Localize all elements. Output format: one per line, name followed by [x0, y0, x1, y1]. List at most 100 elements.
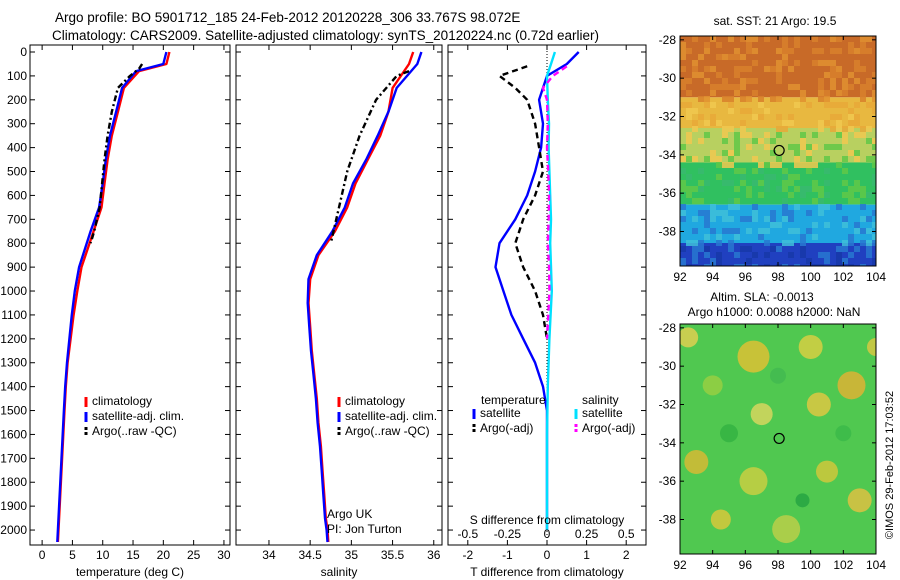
- sst-pixel: [704, 180, 710, 186]
- sst-pixel: [824, 120, 830, 126]
- sst-pixel: [866, 102, 872, 108]
- sst-pixel: [692, 72, 698, 78]
- sst-pixel: [734, 204, 740, 210]
- sst-pixel: [740, 54, 746, 60]
- sst-pixel: [866, 84, 872, 90]
- sst-pixel: [692, 198, 698, 204]
- sst-pixel: [686, 48, 692, 54]
- sla-blob: [798, 335, 823, 359]
- sla-blob: [816, 460, 838, 483]
- sst-pixel: [794, 264, 800, 266]
- sst-pixel: [698, 246, 704, 252]
- map-lat-label: -38: [659, 225, 677, 239]
- sst-pixel: [680, 48, 686, 54]
- sst-pixel: [722, 96, 728, 102]
- sst-pixel: [848, 240, 854, 246]
- sst-pixel: [812, 36, 818, 42]
- sst-pixel: [794, 156, 800, 162]
- sst-pixel: [746, 144, 752, 150]
- sst-pixel: [860, 132, 866, 138]
- sst-pixel: [818, 198, 824, 204]
- sst-pixel: [758, 192, 764, 198]
- sst-pixel: [860, 84, 866, 90]
- sst-pixel: [728, 228, 734, 234]
- sst-pixel: [782, 198, 788, 204]
- sst-pixel: [716, 84, 722, 90]
- sst-pixel: [836, 126, 842, 132]
- sst-pixel: [734, 186, 740, 192]
- sst-pixel: [752, 168, 758, 174]
- sst-pixel: [824, 96, 830, 102]
- sst-pixel: [698, 210, 704, 216]
- sst-pixel: [716, 240, 722, 246]
- sst-pixel: [728, 84, 734, 90]
- sst-pixel: [848, 42, 854, 48]
- sst-pixel: [758, 180, 764, 186]
- sst-pixel: [788, 240, 794, 246]
- sst-pixel: [830, 48, 836, 54]
- sst-pixel: [794, 144, 800, 150]
- sst-pixel: [770, 246, 776, 252]
- difference-profile-xtick-label: 0: [544, 548, 551, 562]
- sst-pixel: [812, 60, 818, 66]
- sst-pixel: [842, 132, 848, 138]
- sst-pixel: [686, 240, 692, 246]
- map-lat-label: -30: [659, 71, 677, 85]
- temperature-profile-series-group: [56, 51, 171, 543]
- sst-pixel: [734, 168, 740, 174]
- sst-pixel: [722, 78, 728, 84]
- temperature-profile-xtick-label: 5: [69, 548, 76, 562]
- sst-pixel: [740, 96, 746, 102]
- sst-pixel: [704, 252, 710, 258]
- sst-pixel: [860, 48, 866, 54]
- sst-pixel: [680, 246, 686, 252]
- sdiff-top-tick-label: 0: [544, 527, 551, 541]
- sst-pixel: [848, 264, 854, 266]
- sst-pixel: [704, 48, 710, 54]
- sst-pixel: [806, 162, 812, 168]
- sst-pixel: [788, 210, 794, 216]
- series-line-salinity-argo-adj-: [541, 65, 568, 339]
- sst-pixel: [848, 234, 854, 240]
- sla-blob: [684, 450, 709, 474]
- sst-pixel: [716, 234, 722, 240]
- map-lon-label: 94: [706, 270, 720, 284]
- sst-pixel: [794, 102, 800, 108]
- sst-pixel: [860, 216, 866, 222]
- depth-tick-label: 500: [7, 165, 27, 179]
- depth-tick-label: 200: [7, 93, 27, 107]
- sst-pixel: [782, 210, 788, 216]
- sst-pixel: [722, 132, 728, 138]
- sst-pixel: [860, 90, 866, 96]
- depth-tick-label: 300: [7, 117, 27, 131]
- sst-pixel: [782, 264, 788, 266]
- sst-pixel: [746, 78, 752, 84]
- sst-pixel: [776, 156, 782, 162]
- sst-pixel: [806, 168, 812, 174]
- sst-pixel: [680, 102, 686, 108]
- sst-pixel: [872, 138, 876, 144]
- sst-pixel: [746, 96, 752, 102]
- sst-pixel: [698, 240, 704, 246]
- sst-pixel: [692, 36, 698, 42]
- sst-pixel: [680, 210, 686, 216]
- map-lon-label: 100: [801, 558, 821, 572]
- map-lon-label: 96: [739, 558, 753, 572]
- sst-pixel: [680, 204, 686, 210]
- sst-pixel: [692, 108, 698, 114]
- sst-pixel: [872, 144, 876, 150]
- sst-pixel: [680, 180, 686, 186]
- sst-pixel: [740, 216, 746, 222]
- sla-blob: [739, 467, 768, 496]
- sla-blob: [710, 509, 731, 530]
- sst-pixel: [854, 246, 860, 252]
- sst-map-title: sat. SST: 21 Argo: 19.5: [714, 14, 837, 28]
- sst-pixel: [722, 180, 728, 186]
- sst-pixel: [752, 60, 758, 66]
- sst-pixel: [734, 252, 740, 258]
- institution-label: Argo UK: [327, 507, 372, 521]
- difference-profile-xtick-label: -1: [502, 548, 513, 562]
- sst-pixel: [860, 204, 866, 210]
- sst-pixel: [824, 156, 830, 162]
- sst-pixel: [704, 42, 710, 48]
